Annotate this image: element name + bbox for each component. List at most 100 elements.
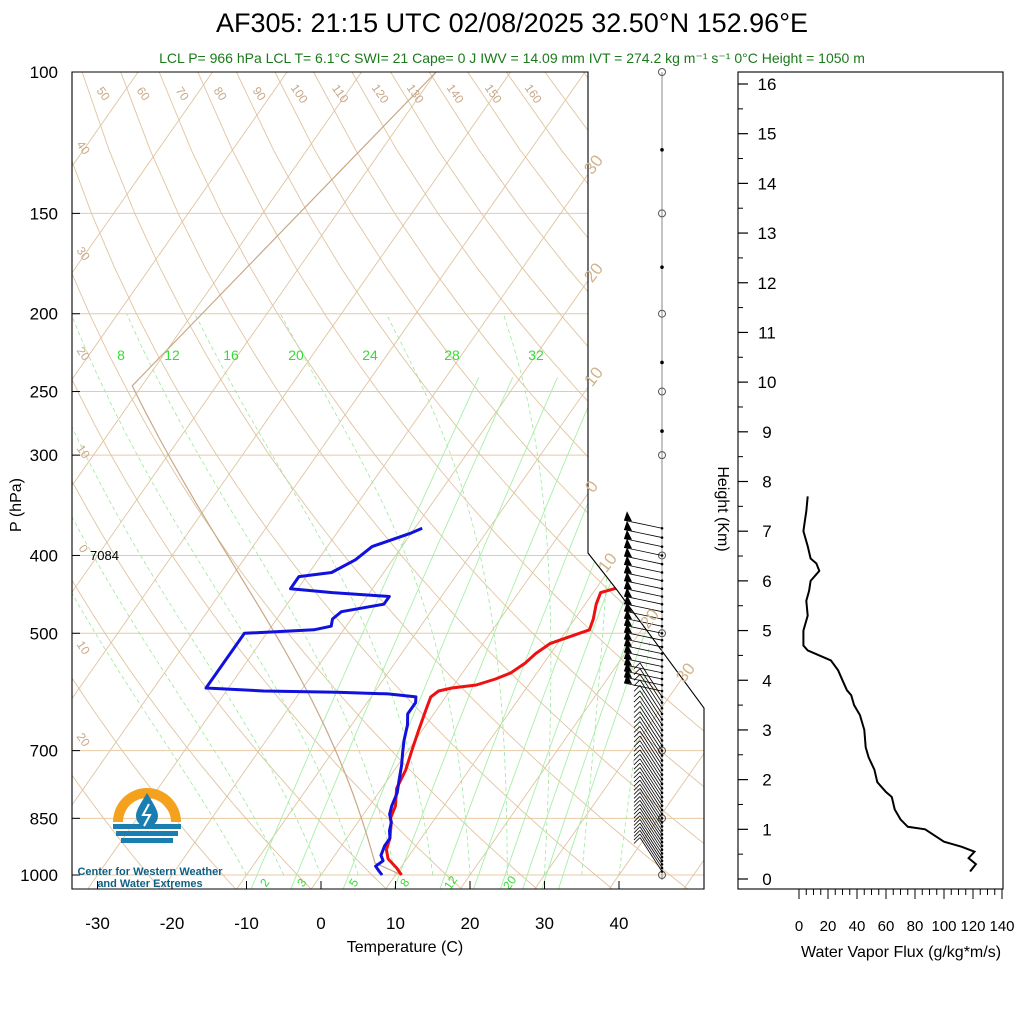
wind-feather: [633, 830, 641, 837]
wind-barb: [639, 819, 663, 854]
moist-adiabat: [279, 313, 471, 876]
isotherm-line: [72, 72, 598, 889]
wind-barb: [639, 796, 663, 831]
wind-feather: [633, 749, 641, 757]
wind-pennant: [624, 668, 632, 679]
logo-text-line1: Center for Western Weather: [77, 866, 223, 878]
wind-barb: [639, 792, 663, 827]
wind-feather: [633, 695, 641, 703]
wind-pennant: [624, 594, 632, 605]
temperature-profile: [384, 527, 684, 876]
height-tick-label: 13: [758, 224, 777, 243]
logo-text-line2: and Water Extremes: [97, 878, 203, 890]
dry-adiabat: [72, 72, 617, 889]
wind-barb: [623, 529, 663, 538]
wind-feather: [633, 735, 641, 743]
wind-level-circle: [658, 451, 666, 460]
wind-feather: [633, 833, 641, 841]
moist-adiabat: [72, 313, 247, 876]
wind-feather: [633, 758, 641, 766]
isotherm-line: [756, 54, 1024, 892]
dry-adiabat: [544, 72, 704, 889]
wind-barb: [623, 617, 663, 627]
theta-label: 100: [288, 81, 311, 106]
height-tick-label: 10: [758, 373, 777, 392]
wind-feather: [633, 668, 641, 675]
wind-barb: [639, 690, 663, 725]
moist-adiabat: [72, 313, 285, 876]
wind-pennant: [624, 636, 632, 647]
wind-feather: [633, 745, 641, 752]
wind-barb: [639, 754, 663, 789]
x-tick-label: -10: [234, 914, 259, 933]
x-tick-label: 20: [461, 914, 480, 933]
flux-tick-label: 60: [878, 918, 895, 935]
isotherm-line: [457, 72, 704, 889]
wind-feather: [633, 711, 641, 718]
wind-feather: [633, 726, 641, 733]
y-tick-label: 500: [30, 624, 58, 643]
parcel-path: [131, 72, 437, 876]
wind-pennant: [624, 555, 632, 566]
wind-feather: [633, 775, 641, 783]
dry-adiabat: [235, 72, 704, 889]
wind-barb: [639, 788, 663, 823]
wind-barb: [639, 767, 663, 802]
logo-wave-3: [121, 838, 173, 843]
mixing-ratio-label: 16: [223, 347, 239, 363]
mixing-ratio-line: [557, 377, 704, 889]
wind-feather: [633, 784, 641, 791]
right-isotherm-label: 20: [636, 605, 663, 632]
wind-pennant: [624, 587, 632, 598]
theta-label: 60: [134, 84, 153, 103]
wind-barb: [639, 807, 663, 843]
flux-tick-label: 140: [989, 918, 1014, 935]
wind-feather: [633, 767, 641, 774]
wind-barb: [623, 670, 663, 680]
wind-feather: [633, 716, 641, 723]
wind-feather: [633, 815, 641, 822]
right-isotherm-label: 10: [580, 363, 607, 390]
isotherm-label: 0: [76, 542, 91, 556]
cw3e-logo: [113, 788, 181, 843]
moist-adiabat: [503, 313, 552, 876]
moist-adiabat: [385, 313, 508, 876]
isotherm-line: [308, 72, 704, 889]
wind-feather: [633, 674, 641, 681]
wind-level-circle: [658, 209, 666, 218]
logo-sun-arc: [113, 788, 181, 822]
wind-barb: [639, 721, 663, 756]
height-tick-label: 2: [762, 771, 771, 790]
mixing-ratio-label: 24: [362, 347, 378, 363]
y-tick-label: 100: [30, 63, 58, 82]
height-tick-label: 0: [762, 870, 771, 889]
annotation-7084: 7084: [90, 548, 119, 563]
wind-barb: [639, 811, 663, 847]
wind-barb: [623, 538, 663, 548]
wind-pennant: [624, 511, 632, 522]
y-tick-label: 400: [30, 546, 58, 565]
isotherm-line: [85, 72, 673, 889]
flux-tick-label: 40: [849, 918, 866, 935]
wind-barb: [639, 662, 663, 698]
wind-feather: [633, 690, 641, 698]
wind-barb: [639, 731, 663, 766]
wind-barb: [639, 784, 663, 819]
dry-adiabat: [313, 72, 704, 889]
theta-label: 140: [444, 81, 467, 106]
wind-feather: [633, 800, 641, 807]
x-tick-label: 30: [535, 914, 554, 933]
dry-adiabat: [158, 72, 704, 889]
x-tick-label: 0: [316, 914, 325, 933]
wind-feather: [633, 822, 641, 830]
wind-dot: [660, 429, 664, 433]
wind-barb: [639, 668, 663, 703]
wind-barb: [639, 779, 663, 815]
x-axis-label: Temperature (C): [347, 939, 463, 956]
moist-adiabat: [126, 313, 396, 876]
dry-adiabat: [274, 72, 704, 889]
wind-feather: [633, 679, 641, 687]
wind-dot: [660, 360, 664, 365]
flux-tick-label: 20: [820, 918, 837, 935]
